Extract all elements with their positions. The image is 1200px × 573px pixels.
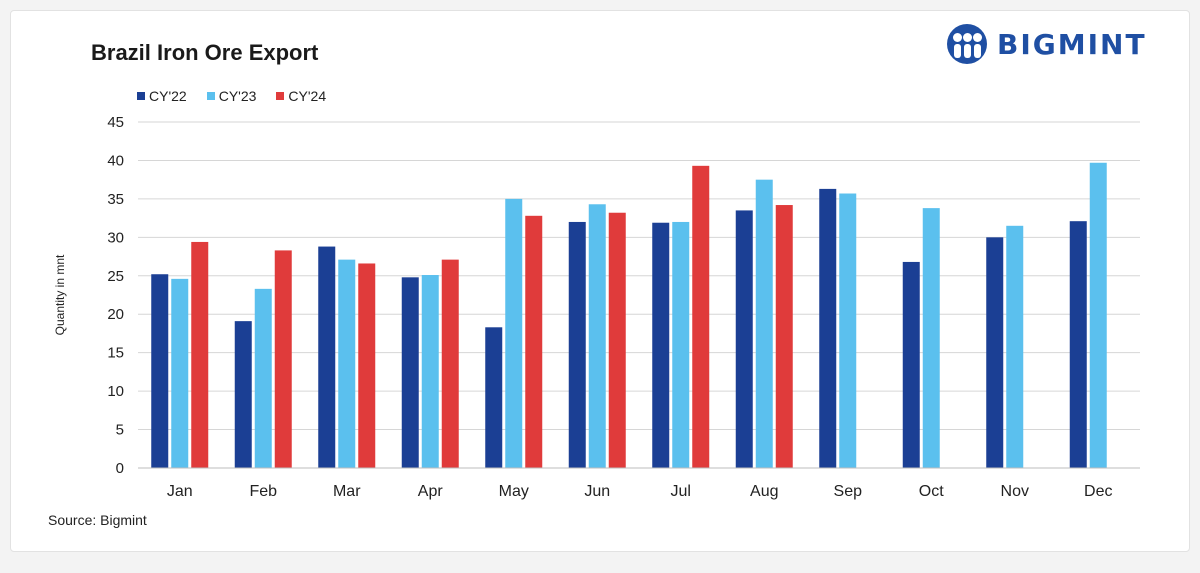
legend-item-cy23: CY'23 bbox=[206, 88, 257, 104]
y-tick-label: 40 bbox=[107, 152, 124, 169]
bar-cy22-may bbox=[485, 327, 503, 468]
x-tick-label: Jan bbox=[167, 483, 193, 500]
x-tick-label: Sep bbox=[834, 483, 863, 500]
bar-cy22-jul bbox=[652, 222, 670, 468]
y-tick-label: 45 bbox=[107, 114, 124, 131]
bar-cy23-mar bbox=[338, 259, 356, 468]
bar-cy23-jun bbox=[588, 204, 606, 468]
x-tick-label: Dec bbox=[1084, 483, 1112, 500]
bar-cy24-jan bbox=[191, 241, 209, 468]
x-tick-label: Nov bbox=[1001, 483, 1029, 500]
bar-cy22-jun bbox=[568, 221, 586, 468]
source-note: Source: Bigmint bbox=[48, 512, 147, 528]
bar-cy24-aug bbox=[775, 205, 793, 469]
y-tick-label: 35 bbox=[107, 191, 124, 208]
y-tick-label: 15 bbox=[107, 345, 124, 362]
bar-cy22-sep bbox=[819, 188, 837, 469]
bar-cy24-feb bbox=[274, 250, 292, 468]
x-tick-label: Apr bbox=[418, 483, 444, 500]
bar-cy23-jan bbox=[171, 278, 189, 468]
bar-cy22-jan bbox=[151, 274, 169, 468]
bar-cy24-mar bbox=[358, 263, 376, 468]
chart-legend: CY'22 CY'23 CY'24 bbox=[137, 88, 326, 104]
legend-item-cy24: CY'24 bbox=[276, 88, 326, 104]
x-tick-label: Aug bbox=[750, 483, 778, 500]
y-tick-label: 20 bbox=[107, 306, 124, 323]
bar-cy23-oct bbox=[922, 208, 940, 469]
bar-cy23-aug bbox=[755, 179, 773, 468]
y-tick-label: 10 bbox=[107, 383, 124, 400]
y-tick-label: 25 bbox=[107, 268, 124, 285]
brand-name: BIGMINT bbox=[997, 27, 1147, 61]
x-tick-label: Feb bbox=[249, 483, 277, 500]
y-tick-label: 30 bbox=[107, 229, 124, 246]
legend-swatch-cy24 bbox=[276, 92, 285, 100]
x-tick-label: Jul bbox=[671, 483, 691, 500]
legend-label-cy24: CY'24 bbox=[288, 88, 327, 104]
bar-cy22-oct bbox=[902, 261, 920, 468]
bar-cy22-feb bbox=[234, 321, 252, 468]
bar-cy22-apr bbox=[401, 277, 419, 468]
legend-label-cy22: CY'22 bbox=[149, 88, 187, 104]
chart-title: Brazil Iron Ore Export bbox=[91, 40, 319, 65]
bar-cy23-apr bbox=[421, 275, 439, 468]
bar-cy22-mar bbox=[318, 246, 336, 468]
bar-cy23-sep bbox=[839, 193, 857, 469]
bar-cy23-may bbox=[505, 198, 523, 468]
x-tick-label: May bbox=[499, 483, 529, 500]
bigmint-logo-icon bbox=[947, 24, 987, 64]
bar-cy23-feb bbox=[254, 288, 272, 468]
x-tick-label: Jun bbox=[584, 483, 610, 500]
bar-cy23-dec bbox=[1089, 162, 1107, 469]
x-tick-label: Oct bbox=[919, 483, 944, 500]
y-tick-label: 5 bbox=[116, 422, 124, 439]
bar-cy22-nov bbox=[986, 237, 1004, 468]
legend-swatch-cy22 bbox=[137, 92, 145, 100]
y-axis-title: Quantity in mnt bbox=[53, 254, 67, 335]
bar-cy24-jul bbox=[692, 165, 710, 468]
bar-cy23-nov bbox=[1006, 225, 1024, 468]
bar-cy24-may bbox=[525, 215, 543, 468]
bar-cy24-jun bbox=[608, 212, 626, 468]
bigmint-logo: BIGMINT bbox=[947, 24, 1147, 64]
x-tick-label: Mar bbox=[333, 483, 361, 500]
bar-cy22-dec bbox=[1069, 221, 1087, 468]
legend-swatch-cy23 bbox=[206, 92, 215, 100]
bar-cy23-jul bbox=[672, 221, 690, 468]
legend-label-cy23: CY'23 bbox=[218, 88, 257, 104]
bar-cy24-apr bbox=[441, 259, 459, 468]
y-tick-label: 0 bbox=[116, 460, 124, 477]
legend-item-cy22: CY'22 bbox=[137, 88, 187, 104]
bar-cy22-aug bbox=[735, 210, 753, 468]
